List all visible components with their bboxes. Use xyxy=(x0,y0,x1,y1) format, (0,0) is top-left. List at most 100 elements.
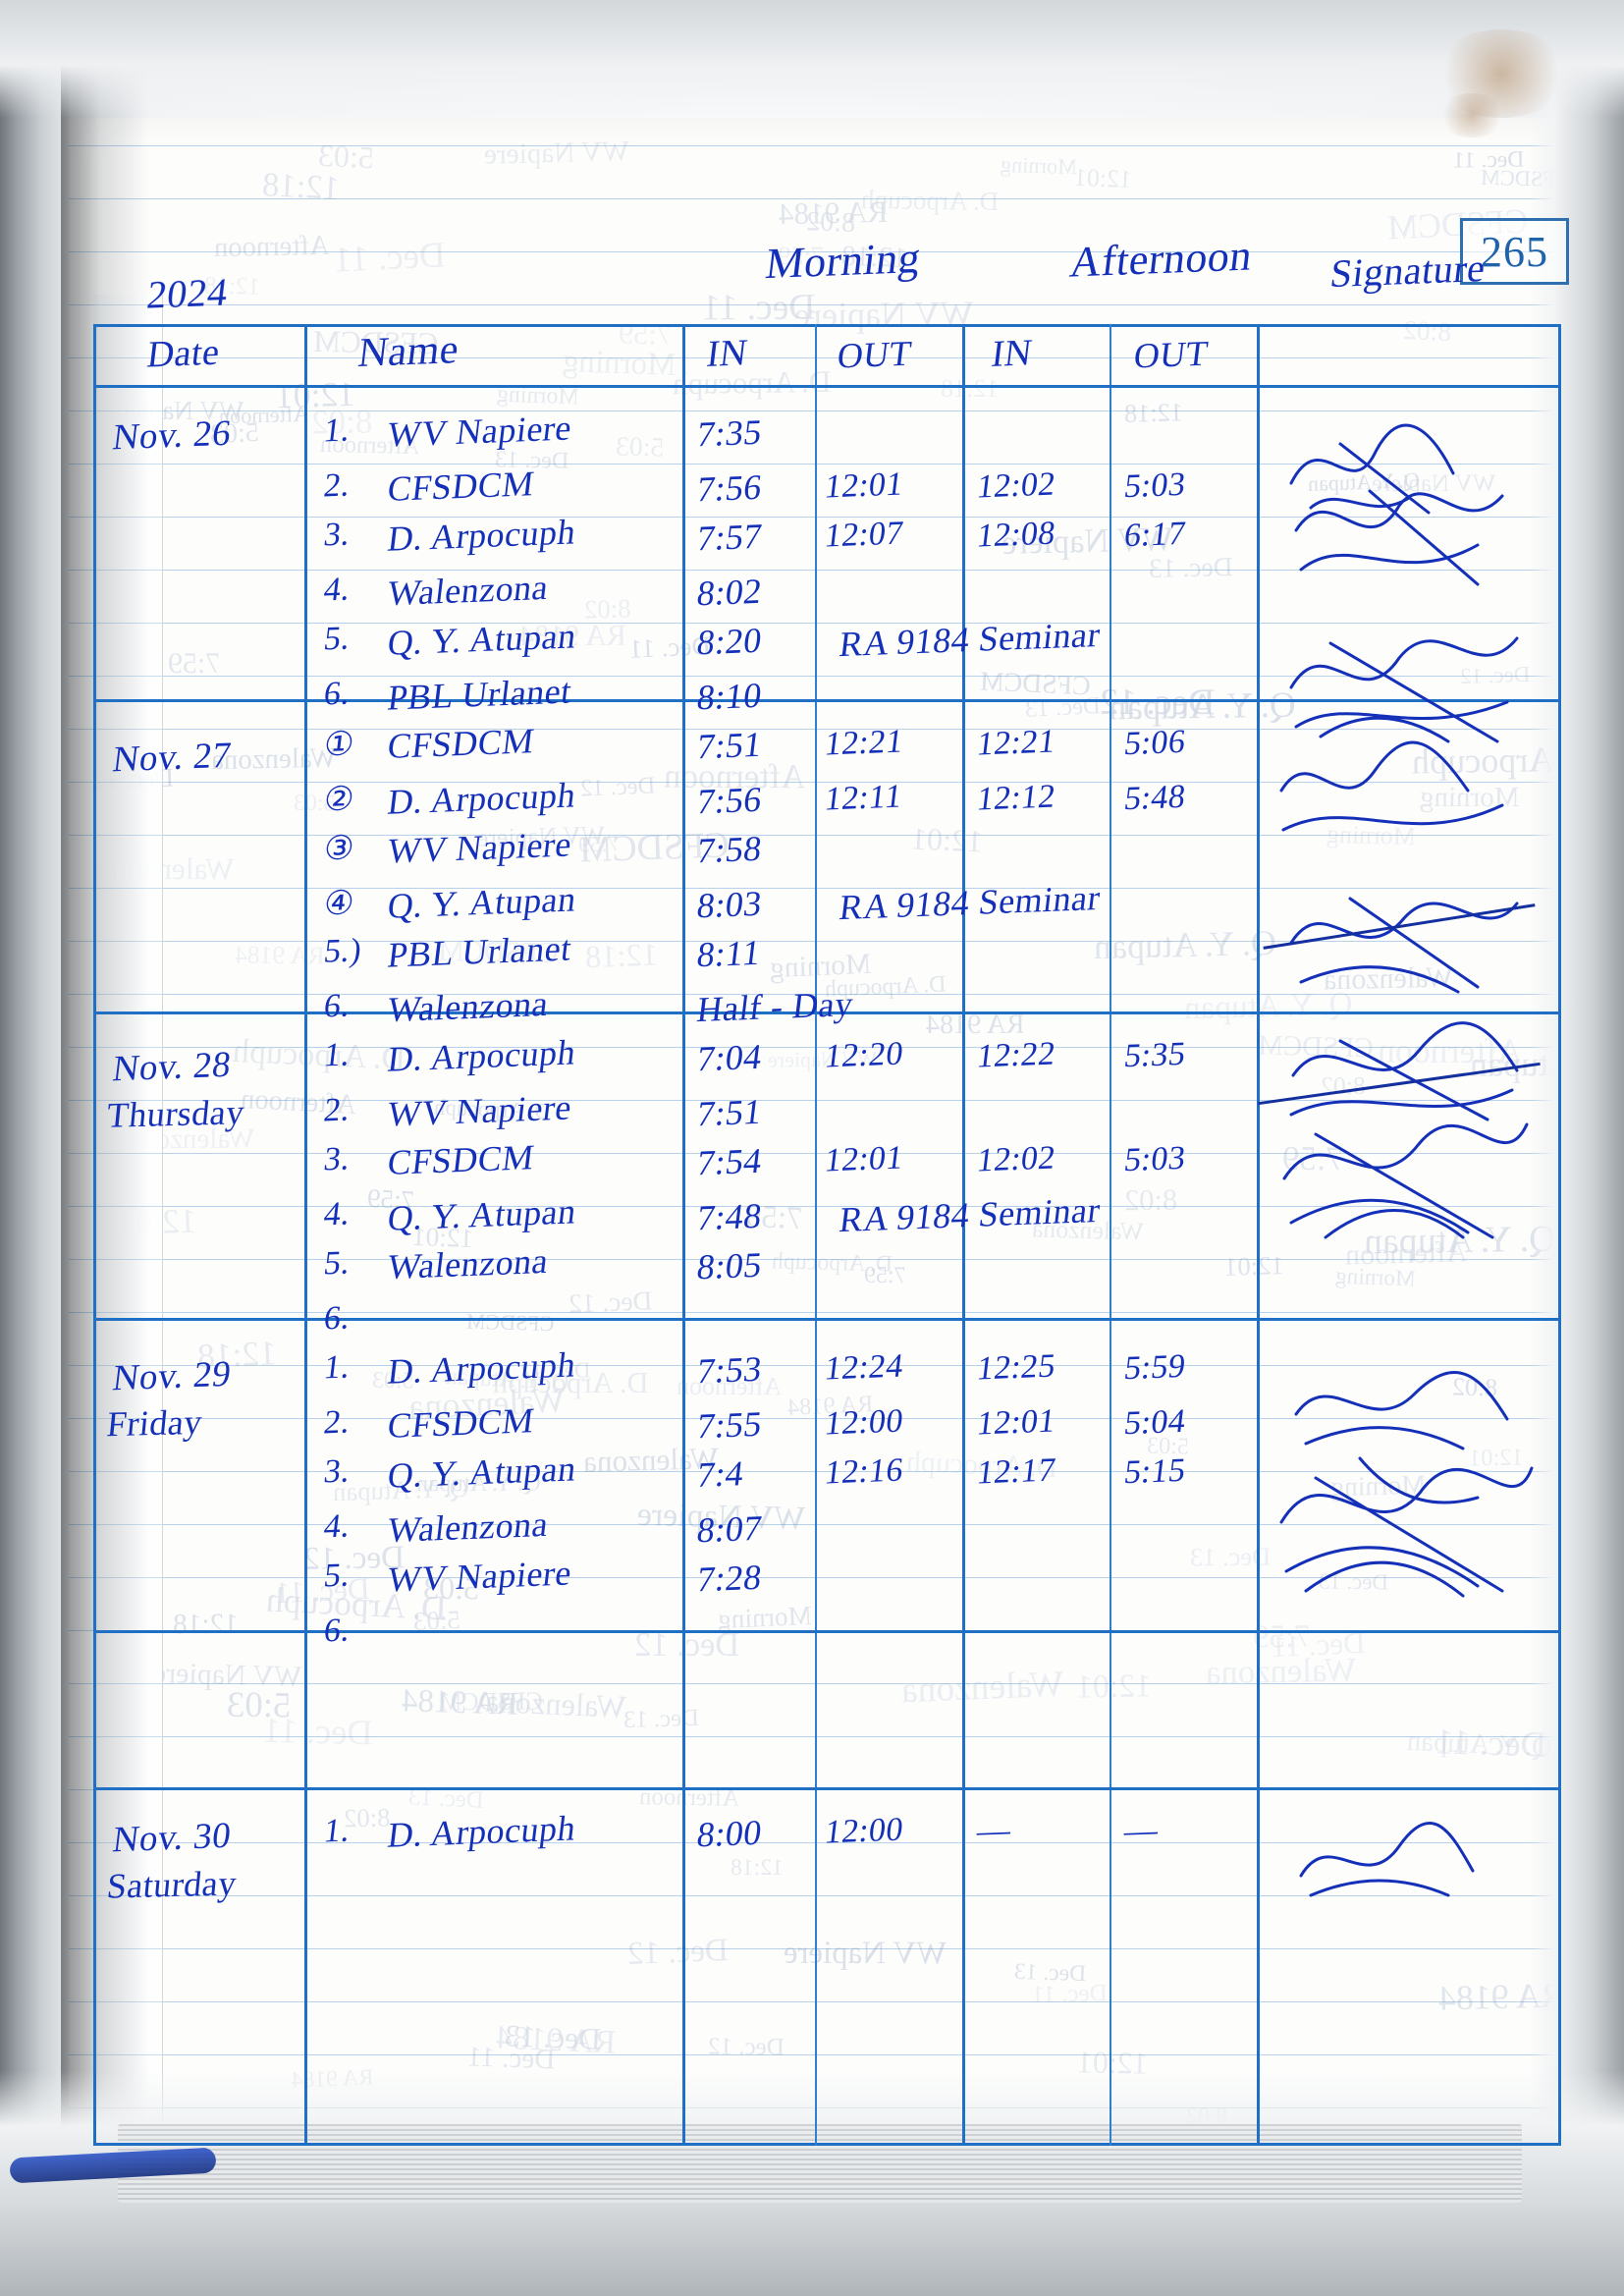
row-number: 1. xyxy=(321,1348,352,1387)
morning-header: Morning xyxy=(763,233,924,289)
time-in-morning: 7:54 xyxy=(694,1140,765,1183)
signature-mark xyxy=(1294,1371,1509,1450)
row-number: ① xyxy=(321,726,357,764)
top-glare xyxy=(0,0,1624,118)
time-out-afternoon: 5:59 xyxy=(1121,1347,1188,1388)
header-date: Date xyxy=(144,331,223,376)
block-sep-4 xyxy=(93,1630,1561,1633)
col-sep-date-name xyxy=(304,324,307,2146)
time-in-morning: 7:57 xyxy=(694,516,765,559)
row-name: WV Napiere xyxy=(385,1087,574,1134)
col-sep-in2-out2 xyxy=(1110,324,1111,2146)
half-day-note: Half - Day xyxy=(694,983,856,1030)
block-date-1: Nov. 26 xyxy=(110,412,234,459)
col-sep-name-in1 xyxy=(682,324,685,2146)
row-name: D. Arpocuph xyxy=(385,512,578,559)
time-out-morning: 12:00 xyxy=(822,1402,906,1443)
year-label: 2024 xyxy=(144,269,231,317)
time-out-morning: 12:20 xyxy=(822,1035,906,1075)
time-in-afternoon: 12:12 xyxy=(974,778,1058,818)
time-in-morning: 7:58 xyxy=(694,828,765,871)
time-out-afternoon: 5:06 xyxy=(1121,723,1188,763)
row-name: Q. Y. Atupan xyxy=(385,1191,579,1238)
time-out-morning: 12:24 xyxy=(822,1347,906,1388)
col-sep-out1-in2 xyxy=(962,324,965,2146)
time-in-afternoon: 12:01 xyxy=(974,1402,1058,1443)
signature-mark xyxy=(1289,423,1455,515)
row-number: 1. xyxy=(321,1812,352,1850)
paper-stain-small xyxy=(1437,93,1506,137)
block-date-2: Nov. 27 xyxy=(110,735,234,781)
row-name: PBL Urlanet xyxy=(385,671,574,718)
row-number: 4. xyxy=(321,1195,352,1233)
time-in-morning: 7:53 xyxy=(694,1348,765,1392)
block-weekday-4: Friday xyxy=(105,1401,204,1445)
row-number: 3. xyxy=(321,1140,352,1178)
header-in-2: IN xyxy=(989,332,1035,375)
row-number: 6. xyxy=(321,675,352,713)
row-name: Walenzona xyxy=(385,983,551,1030)
time-in-morning: 7:56 xyxy=(694,779,765,822)
header-name: Name xyxy=(355,326,462,377)
row-number: 2. xyxy=(321,466,352,505)
signature-mark xyxy=(1282,1122,1529,1239)
block-date-3: Nov. 28 xyxy=(110,1044,234,1090)
block-sep-2 xyxy=(93,1011,1561,1014)
signature-mark xyxy=(1299,1822,1475,1897)
row-number: 4. xyxy=(321,571,352,609)
signature-mark xyxy=(1294,489,1504,586)
row-name: CFSDCM xyxy=(385,1400,537,1446)
time-in-morning: 8:10 xyxy=(694,675,765,718)
time-out-morning: 12:00 xyxy=(822,1811,906,1851)
time-out-morning: 12:11 xyxy=(822,778,904,818)
block-weekday-3: Thursday xyxy=(105,1092,246,1135)
row-name: Walenzona xyxy=(385,567,551,614)
row-name: WV Napiere xyxy=(385,1553,574,1600)
time-in-morning: 7:04 xyxy=(694,1036,765,1079)
header-row-bottom xyxy=(93,385,1561,388)
row-number: 3. xyxy=(321,516,352,554)
block-date-5: Nov. 30 xyxy=(110,1815,234,1861)
row-number: 3. xyxy=(321,1452,352,1491)
col-sep-in1-out1 xyxy=(815,324,817,2146)
row-number: 1. xyxy=(321,411,352,450)
row-name: WV Napiere xyxy=(385,408,574,455)
time-in-morning: 8:07 xyxy=(694,1507,765,1551)
col-sep-out2-sig xyxy=(1257,324,1260,2146)
time-in-morning: 7:35 xyxy=(694,411,765,455)
row-name: CFSDCM xyxy=(385,1137,537,1182)
book-spine xyxy=(0,0,69,2296)
time-out-afternoon: 5:48 xyxy=(1121,778,1188,818)
row-name: Q. Y. Atupan xyxy=(385,879,579,926)
time-out-morning: 12:07 xyxy=(822,515,906,555)
row-number: 6. xyxy=(321,987,352,1025)
row-number: 6. xyxy=(321,1299,352,1338)
row-name: CFSDCM xyxy=(385,721,537,766)
block-sep-1 xyxy=(93,699,1561,702)
time-in-morning: 8:20 xyxy=(694,620,765,663)
block-sep-5 xyxy=(93,1787,1561,1790)
time-out-afternoon: 5:03 xyxy=(1121,465,1188,506)
row-name: CFSDCM xyxy=(385,464,537,509)
block-weekday-5: Saturday xyxy=(105,1863,239,1906)
time-in-afternoon: 12:08 xyxy=(974,515,1058,555)
block-sep-3 xyxy=(93,1318,1561,1321)
row-name: D. Arpocuph xyxy=(385,1032,578,1079)
signature-mark xyxy=(1289,636,1519,743)
time-in-morning: 7:56 xyxy=(694,466,765,510)
time-out-morning: 12:16 xyxy=(822,1451,906,1492)
signature-mark xyxy=(1279,740,1504,832)
row-number: ④ xyxy=(321,885,357,923)
time-out-afternoon: 5:04 xyxy=(1121,1402,1188,1443)
time-out-afternoon: 6:17 xyxy=(1121,515,1188,555)
time-in-morning: 7:4 xyxy=(694,1452,746,1496)
time-in-afternoon: 12:25 xyxy=(974,1347,1058,1388)
time-in-afternoon: 12:02 xyxy=(974,1139,1058,1179)
attendance-table: Date Name IN OUT IN OUT Nov. 26 1. WV Napi… xyxy=(93,324,1561,2146)
paper-stain xyxy=(1433,29,1570,118)
row-number: 6. xyxy=(321,1612,352,1650)
row-name: Q. Y. Atupan xyxy=(385,1449,579,1496)
time-out-afternoon: 5:15 xyxy=(1121,1451,1188,1492)
header-out-1: OUT xyxy=(835,333,914,376)
